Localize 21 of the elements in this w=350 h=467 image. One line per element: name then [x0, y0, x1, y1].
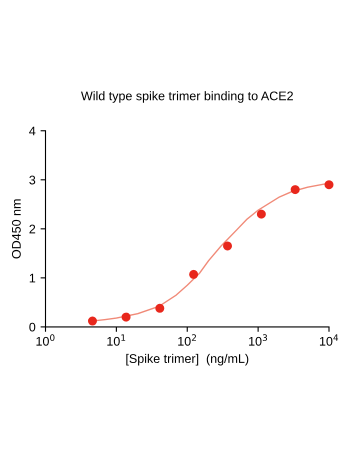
x-tick-label: 10$^{1}$ — [107, 334, 126, 346]
point — [88, 316, 97, 326]
y-tick-label: 2 — [29, 224, 36, 234]
x-tick-label: 10$^{3}$ — [249, 334, 268, 346]
y-tick-label: 0 — [29, 322, 36, 332]
chart-title: Wild type spike trimer binding to ACE2 — [81, 91, 293, 103]
point — [256, 210, 266, 219]
y-tick-label: 3 — [29, 176, 36, 184]
point — [122, 312, 131, 322]
y-tick-label: 4 — [29, 126, 36, 136]
point — [223, 241, 232, 250]
x-axis-title: [Spike trimer] (ng/mL) — [126, 354, 248, 366]
point — [189, 270, 198, 279]
x-tick-label: 10$^{2}$ — [178, 334, 196, 346]
y-tick-label: 1 — [30, 274, 36, 282]
point — [155, 304, 164, 313]
point — [324, 180, 334, 190]
point — [290, 185, 300, 194]
y-axis-title: OD450 nm — [12, 199, 21, 258]
x-tick-label: 10$^{0}$ — [36, 334, 55, 346]
x-tick-label: 10$^{4}$ — [320, 334, 338, 346]
